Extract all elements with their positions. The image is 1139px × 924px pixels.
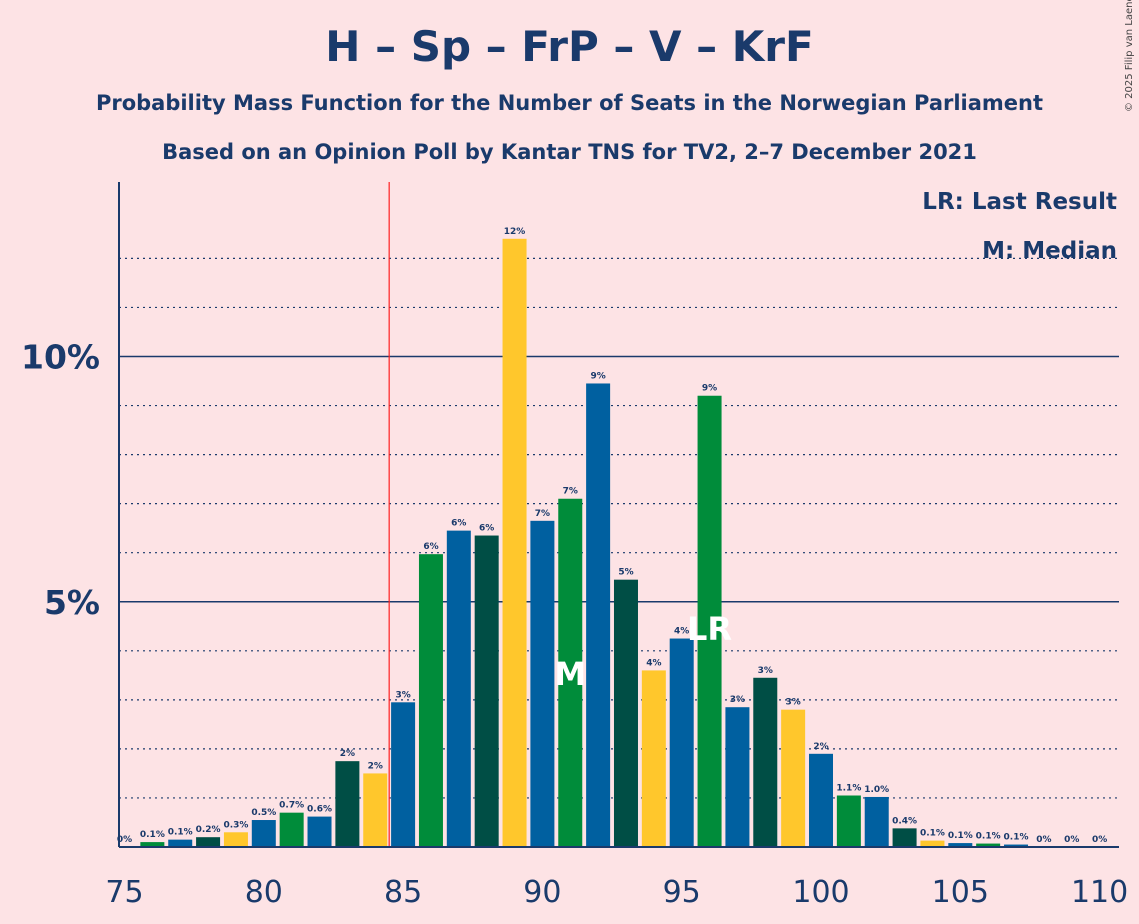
bar-seat-76 [140,842,165,847]
bar-value-label: 6% [423,542,438,552]
bar-seat-82 [307,816,332,847]
bar-value-label: 7% [535,509,550,519]
bar-value-label: 1.1% [836,783,861,793]
bar-value-label: 0.3% [223,820,248,830]
bar-value-label: 0% [1036,835,1051,845]
bar-value-label: 3% [758,666,773,676]
chart-source-line: Based on an Opinion Poll by Kantar TNS f… [162,140,977,164]
bar-seat-90 [530,520,555,847]
bar-value-label: 0.1% [948,831,973,841]
x-tick-label: 90 [523,875,561,910]
x-tick-label: 75 [105,875,143,910]
bar-seat-89 [502,238,527,847]
bar-seat-83 [335,761,360,847]
bar-seat-79 [223,832,248,847]
bar-value-label: 7% [563,487,578,497]
bar-seat-77 [168,839,193,847]
bar-seat-104 [920,840,945,847]
bar-seat-106 [976,843,1001,847]
x-tick-label: 95 [663,875,701,910]
bar-value-label: 0.5% [251,808,276,818]
bar-seat-98 [753,677,778,847]
bar-seat-103 [892,828,917,847]
bar-value-label: 2% [340,749,355,759]
bar-value-label: 3% [785,698,800,708]
bar-value-label: 0% [117,835,132,845]
bar-value-label: 9% [702,384,717,394]
bar-seat-102 [864,796,889,847]
bar-value-label: 12% [504,227,526,237]
bar-value-label: 0.2% [196,825,221,835]
bar-value-label: 3% [730,695,745,705]
bar-seat-94 [641,670,666,847]
bar-value-label: 0.1% [976,832,1001,842]
x-tick-label: 80 [245,875,283,910]
bar-seat-78 [196,837,221,847]
bar-value-label: 1.0% [864,785,889,795]
bar-seat-99 [781,709,806,847]
bar-seat-92 [586,383,611,847]
bar-value-label: 0.4% [892,816,917,826]
bar-seat-93 [613,579,638,847]
median-marker: M [554,655,586,693]
bar-seat-97 [725,707,750,847]
bar-seat-88 [474,535,499,847]
x-tick-label: 85 [384,875,422,910]
bar-seat-100 [809,753,833,847]
bar-seat-81 [279,812,304,847]
bar-value-label: 5% [618,568,633,578]
y-tick-label: 5% [44,583,100,622]
bar-value-label: 0% [1092,835,1107,845]
bar-seat-105 [948,843,973,847]
bar-value-label: 0.1% [920,829,945,839]
bar-value-label: 3% [395,690,410,700]
bar-value-label: 4% [674,627,689,637]
y-tick-label: 10% [21,338,100,377]
bar-seat-87 [446,530,471,847]
bar-seat-96 [697,395,722,847]
bar-value-label: 0% [1064,835,1079,845]
bar-value-label: 9% [590,371,605,381]
bar-seat-84 [363,773,388,847]
bar-seat-86 [418,554,443,847]
x-tick-label: 110 [1071,875,1128,910]
bar-value-label: 0.6% [307,805,332,815]
bar-value-label: 0.1% [140,830,165,840]
bar-value-label: 0.1% [168,828,193,838]
bar-seat-85 [391,702,416,847]
bar-value-label: 2% [813,742,828,752]
x-tick-label: 100 [792,875,849,910]
chart-title: H – Sp – FrP – V – KrF [325,22,814,71]
legend-last-result: LR: Last Result [922,189,1117,215]
bar-value-label: 0.7% [279,801,304,811]
bar-seat-101 [836,795,861,847]
last-result-marker: LR [687,610,732,648]
bar-value-label: 6% [479,524,494,534]
bar-value-label: 0.1% [1004,833,1029,843]
bar-seat-95 [669,638,694,847]
bar-value-label: 2% [368,761,383,771]
legend-median: M: Median [982,238,1117,264]
bar-value-label: 4% [646,658,661,668]
bar-seat-107 [1004,844,1029,847]
bar-value-label: 6% [451,519,466,529]
chart-subtitle: Probability Mass Function for the Number… [95,91,1044,115]
x-tick-label: 105 [932,875,989,910]
bar-seat-91 [558,498,583,847]
bar-seat-80 [251,820,276,847]
